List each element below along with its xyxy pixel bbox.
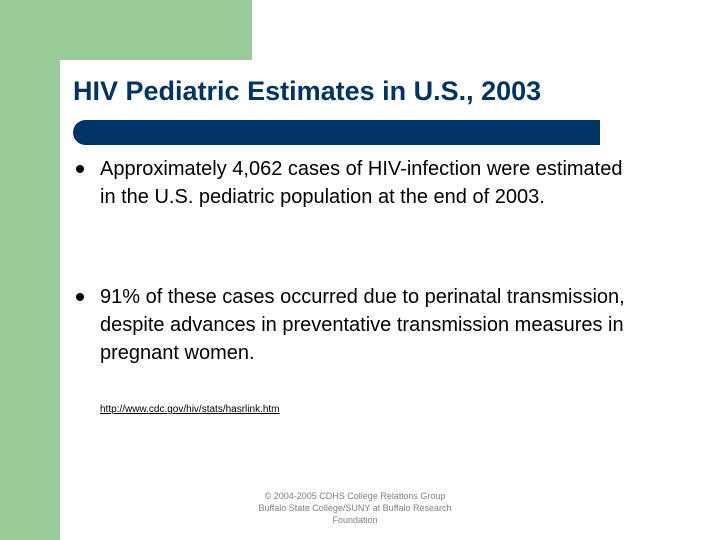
bullet-text: 91% of these cases occurred due to perin… [100,286,625,364]
green-sidebar-decoration [0,0,60,540]
bullet-dot-icon [76,165,84,173]
footer-line: © 2004-2005 CDHS College Relations Group [264,491,446,501]
slide-title: HIV Pediatric Estimates in U.S., 2003 [73,76,542,106]
bullet-text: Approximately 4,062 cases of HIV-infecti… [100,158,623,208]
footer-line: Foundation [332,515,378,525]
bullet-dot-icon [76,293,84,301]
footer-line: Buffalo State College/SUNY at Buffalo Re… [258,503,452,513]
green-top-decoration [0,0,252,60]
bullet-item-1: Approximately 4,062 cases of HIV-infecti… [76,155,636,211]
source-link[interactable]: http://www.cdc.gov/hiv/stats/hasrlink.ht… [100,404,280,415]
bullet-item-2: 91% of these cases occurred due to perin… [76,283,636,367]
title-underline-bar [73,120,600,145]
copyright-footer: © 2004-2005 CDHS College Relations Group… [240,490,470,526]
